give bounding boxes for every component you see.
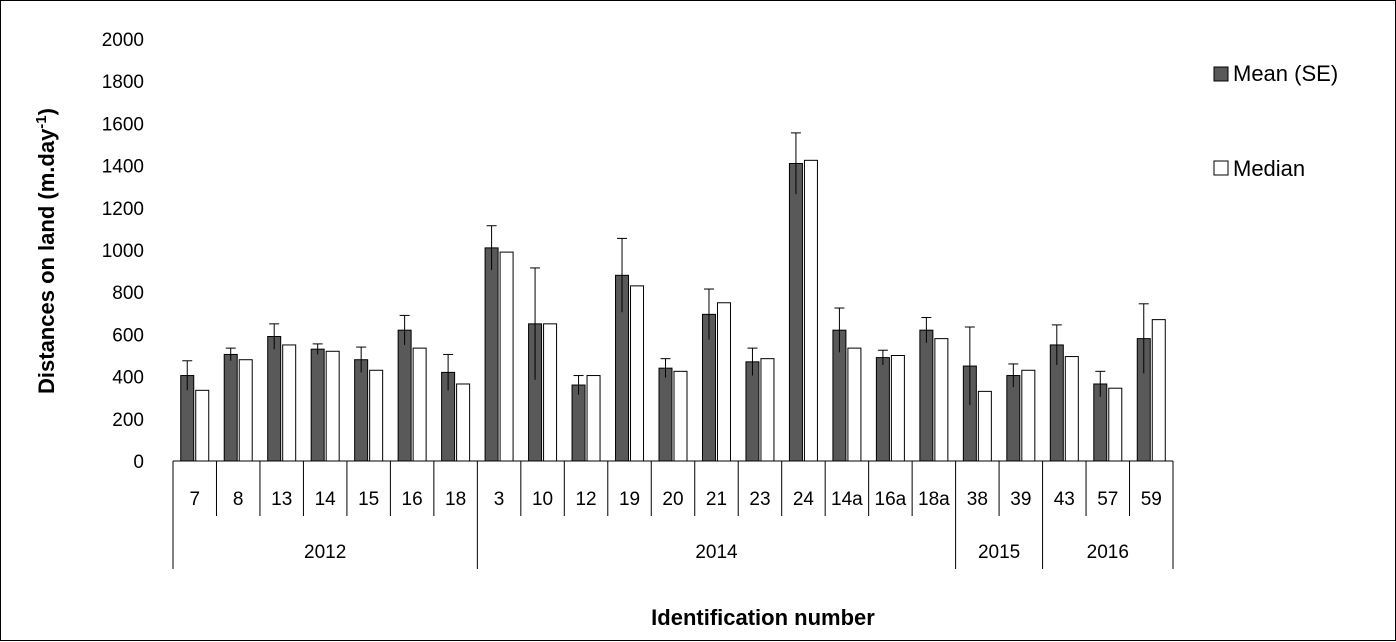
x-tick-label: 14a — [831, 489, 863, 510]
bar-median — [935, 339, 948, 461]
bar-median — [500, 252, 513, 461]
group-label: 2015 — [978, 542, 1020, 563]
group-label: 2016 — [1087, 542, 1129, 563]
y-tick-label: 0 — [133, 452, 144, 473]
x-tick-label: 16 — [402, 489, 423, 510]
bar-median — [326, 351, 339, 461]
x-tick-label: 23 — [749, 489, 770, 510]
y-tick-label: 800 — [112, 283, 144, 304]
bar-median — [239, 360, 252, 461]
y-tick-label: 1000 — [102, 241, 144, 262]
x-tick-label: 14 — [315, 489, 337, 510]
x-tick-label: 59 — [1141, 489, 1162, 510]
group-label: 2014 — [695, 542, 738, 563]
bar-median — [978, 391, 991, 461]
x-tick-label: 8 — [233, 489, 244, 510]
bar-mean — [920, 330, 933, 461]
bar-median — [717, 303, 730, 461]
y-tick-label: 1200 — [102, 199, 144, 220]
bar-mean — [572, 385, 585, 461]
y-tick-label: 600 — [112, 325, 144, 346]
bar-mean — [311, 349, 324, 461]
bar-median — [674, 371, 687, 461]
legend-label-mean: Mean (SE) — [1233, 61, 1338, 86]
x-axis-title: Identification number — [651, 605, 875, 630]
x-tick-label: 43 — [1054, 489, 1075, 510]
y-tick-label: 1400 — [102, 157, 144, 178]
x-tick-label: 38 — [967, 489, 988, 510]
x-tick-label: 16a — [875, 489, 907, 510]
x-tick-label: 10 — [532, 489, 553, 510]
bars — [181, 133, 1166, 461]
y-tick-label: 400 — [112, 368, 144, 389]
y-tick-label: 2000 — [102, 30, 144, 51]
group-label: 2012 — [304, 542, 346, 563]
legend: Mean (SE) Median — [1214, 61, 1338, 181]
bar-mean — [485, 248, 498, 461]
y-tick-label: 1800 — [102, 72, 144, 93]
y-tick-label: 1600 — [102, 114, 144, 135]
bar-mean — [398, 330, 411, 461]
bar-mean — [659, 368, 672, 461]
y-tick-label: 200 — [112, 410, 144, 431]
x-axis: 7 8 13 14 15 16 18 3 10 12 19 20 21 23 24 14a 16a 18a 38 39… — [173, 37, 1173, 569]
x-tick-label: 3 — [494, 489, 505, 510]
x-tick-label: 18 — [445, 489, 466, 510]
bar-median — [413, 348, 426, 461]
legend-label-median: Median — [1233, 156, 1305, 181]
bar-median — [196, 390, 209, 461]
bar-median — [631, 286, 644, 461]
x-tick-label: 19 — [619, 489, 640, 510]
bar-median — [370, 370, 383, 461]
x-tick-label: 13 — [271, 489, 292, 510]
y-axis-title: Distances on land (m.day-1) — [33, 108, 59, 394]
bar-mean — [224, 354, 237, 461]
x-tick-label: 12 — [575, 489, 596, 510]
bar-mean — [268, 337, 281, 461]
bar-median — [587, 376, 600, 461]
bar-median — [761, 359, 774, 461]
x-tick-label: 39 — [1010, 489, 1031, 510]
x-tick-label: 21 — [706, 489, 727, 510]
bar-mean — [746, 362, 759, 461]
x-tick-label: 24 — [793, 489, 815, 510]
bar-median — [283, 345, 296, 461]
bar-median — [1109, 388, 1122, 461]
x-tick-label: 57 — [1097, 489, 1118, 510]
x-tick-label: 7 — [189, 489, 200, 510]
bar-median — [1152, 320, 1165, 461]
legend-swatch-median — [1214, 161, 1228, 175]
bar-mean — [1007, 376, 1020, 461]
bar-median — [804, 160, 817, 461]
bar-median — [848, 348, 861, 461]
x-tick-label: 20 — [662, 489, 683, 510]
legend-swatch-mean — [1214, 67, 1228, 81]
bar-median — [457, 384, 470, 461]
bar-mean — [789, 163, 802, 461]
bar-mean — [876, 358, 889, 461]
bar-median — [544, 324, 557, 461]
bar-median — [1022, 370, 1035, 461]
x-tick-label: 15 — [358, 489, 379, 510]
y-axis-ticks: 0 200 400 600 800 1000 1200 1400 1600 1800 2000 — [102, 30, 144, 473]
bar-mean — [355, 360, 368, 461]
bar-median — [1065, 357, 1078, 461]
bar-median — [891, 356, 904, 462]
x-tick-label: 18a — [918, 489, 950, 510]
